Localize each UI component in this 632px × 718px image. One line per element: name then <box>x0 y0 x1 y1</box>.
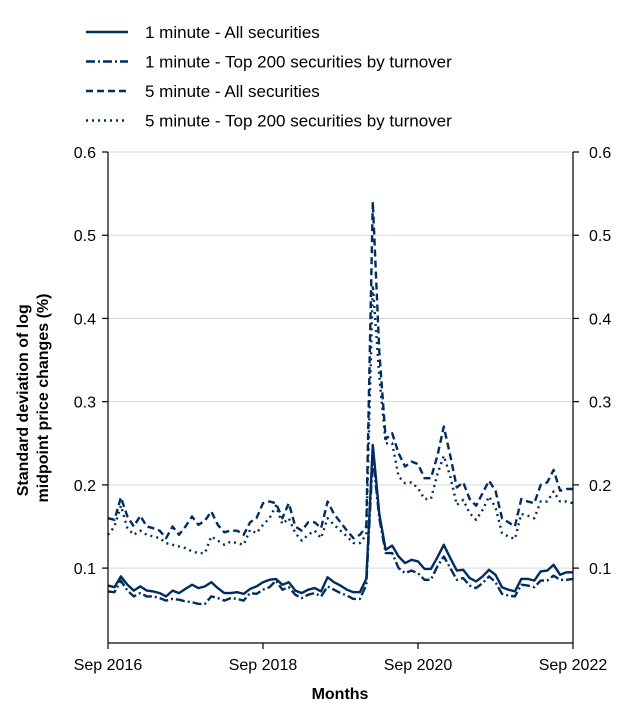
x-axis-title: Months <box>312 686 369 703</box>
axes <box>107 152 574 644</box>
y-tick-label-right-1: 0.2 <box>589 478 611 495</box>
y-tick-label-left-0: 0.1 <box>74 561 96 578</box>
legend-label-3: 5 minute - Top 200 securities by turnove… <box>145 112 452 131</box>
y-tick-label-right-3: 0.4 <box>589 311 611 328</box>
y-tick-label-right-5: 0.6 <box>589 145 611 162</box>
y-tick-label-left-2: 0.3 <box>74 395 96 412</box>
chart-legend: 1 minute - All securities 1 minute - Top … <box>86 23 452 131</box>
y-tick-label-left-4: 0.5 <box>74 228 96 245</box>
y-tick-label-left-5: 0.6 <box>74 145 96 162</box>
y-axis-title: Standard deviation of log midpoint price… <box>15 294 52 503</box>
x-tick-label-3: Sep 2022 <box>539 657 608 674</box>
y-tick-label-right-0: 0.1 <box>589 561 611 578</box>
series-line-0 <box>107 443 573 598</box>
y-axis-left-ticks: 0.1 0.2 0.3 0.4 0.5 0.6 <box>74 145 108 578</box>
y-axis-right-ticks: 0.1 0.2 0.3 0.4 0.5 0.6 <box>573 145 611 578</box>
legend-label-0: 1 minute - All securities <box>145 23 320 42</box>
gridlines <box>108 151 573 569</box>
y-tick-label-right-2: 0.3 <box>589 395 611 412</box>
legend-label-2: 5 minute - All securities <box>145 82 320 101</box>
y-axis-title-line-1: Standard deviation of log <box>15 304 32 496</box>
series-line-3 <box>107 284 574 555</box>
x-tick-label-1: Sep 2018 <box>229 657 298 674</box>
y-axis-title-line-2: midpoint price changes (%) <box>35 294 52 503</box>
x-axis-ticks: Sep 2016 Sep 2018 Sep 2020 Sep 2022 <box>74 643 608 674</box>
legend-label-1: 1 minute - Top 200 securities by turnove… <box>145 53 452 72</box>
series-lines <box>107 200 574 606</box>
y-tick-label-left-3: 0.4 <box>74 311 96 328</box>
y-tick-label-left-1: 0.2 <box>74 478 96 495</box>
x-tick-label-2: Sep 2020 <box>384 657 453 674</box>
x-tick-label-0: Sep 2016 <box>74 657 143 674</box>
series-line-2 <box>107 200 573 540</box>
y-tick-label-right-4: 0.5 <box>589 228 611 245</box>
